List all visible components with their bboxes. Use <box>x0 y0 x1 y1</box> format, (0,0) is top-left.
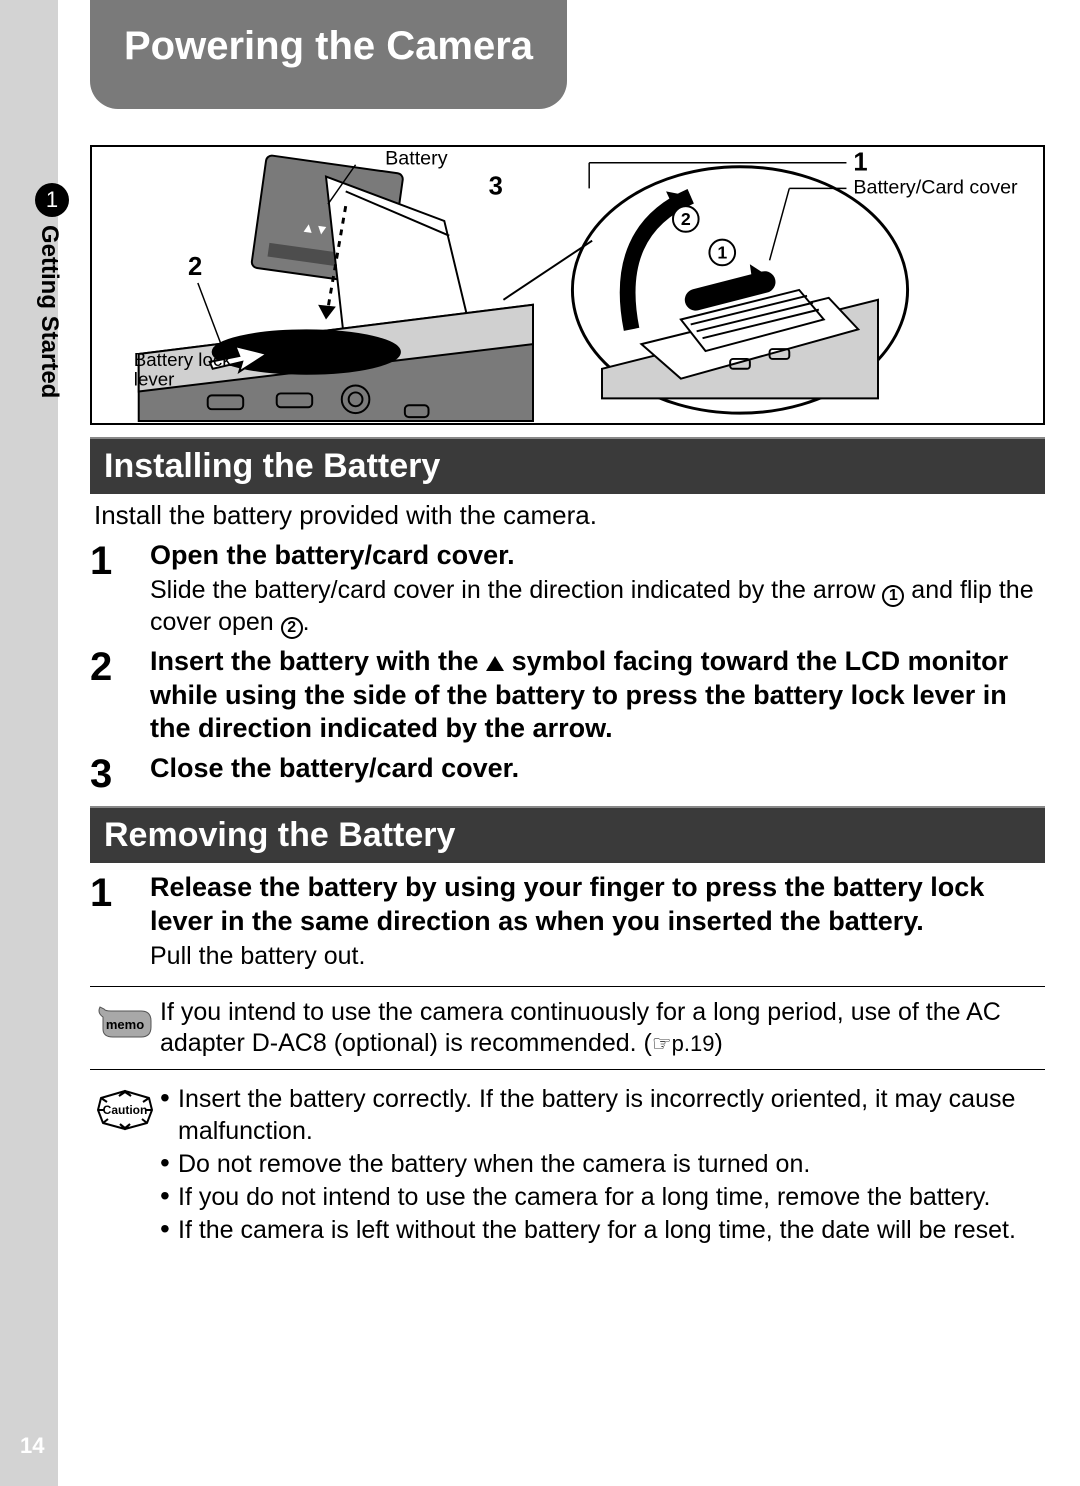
diagram-label-cover: Battery/Card cover <box>853 176 1018 198</box>
diagram-label-battery: Battery <box>385 148 448 170</box>
page-title: Powering the Camera <box>90 0 567 109</box>
diagram-label-step1: 1 <box>853 149 867 177</box>
svg-text:memo: memo <box>106 1017 144 1032</box>
installing-steps: 1 Open the battery/card cover. Slide the… <box>90 539 1045 794</box>
step-title: Release the battery by using your finger… <box>150 871 1045 939</box>
section-heading-installing: Installing the Battery <box>90 437 1045 494</box>
battery-diagram: ▲▼ ▼ <box>90 145 1045 425</box>
step-number: 1 <box>90 871 150 972</box>
caution-icon: Caution <box>90 1084 160 1135</box>
caution-text: Insert the battery correctly. If the bat… <box>160 1084 1045 1248</box>
step-title: Open the battery/card cover. <box>150 539 1045 573</box>
caution-bullet: Insert the battery correctly. If the bat… <box>160 1084 1045 1147</box>
installing-intro: Install the battery provided with the ca… <box>94 500 1041 531</box>
diagram-label-step3: 3 <box>489 172 503 200</box>
step-desc: Slide the battery/card cover in the dire… <box>150 575 1045 639</box>
chapter-label: Getting Started <box>35 225 63 398</box>
page-number: 14 <box>20 1433 44 1459</box>
left-sidebar-bar <box>0 0 58 1486</box>
step-number: 1 <box>90 539 150 639</box>
section-heading-removing: Removing the Battery <box>90 806 1045 863</box>
triangle-up-icon <box>486 656 504 671</box>
step-title: Close the battery/card cover. <box>150 752 1045 786</box>
step-number: 2 <box>90 645 150 746</box>
removing-steps: 1 Release the battery by using your fing… <box>90 871 1045 972</box>
chapter-number-badge: 1 <box>35 183 69 217</box>
caution-bullet: If the camera is left without the batter… <box>160 1215 1045 1246</box>
svg-text:Caution: Caution <box>103 1103 148 1117</box>
memo-icon: memo <box>90 997 160 1048</box>
step-number: 3 <box>90 752 150 794</box>
memo-text: If you intend to use the camera continuo… <box>160 997 1045 1060</box>
diagram-label-step2: 2 <box>188 253 202 281</box>
step-desc: Pull the battery out. <box>150 941 1045 972</box>
caution-bullet: If you do not intend to use the camera f… <box>160 1182 1045 1213</box>
svg-text:2: 2 <box>681 209 691 229</box>
step-title: Insert the battery with the symbol facin… <box>150 645 1045 746</box>
svg-text:1: 1 <box>717 242 727 262</box>
caution-bullet: Do not remove the battery when the camer… <box>160 1149 1045 1180</box>
